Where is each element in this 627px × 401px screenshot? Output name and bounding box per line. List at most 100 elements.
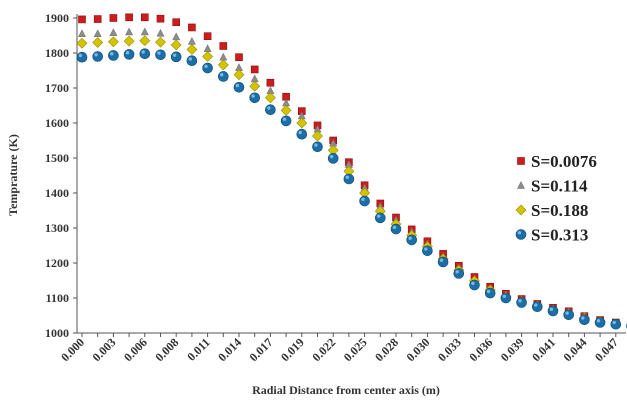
legend-marker-4-highlight xyxy=(517,231,522,235)
series-4-point-body xyxy=(343,173,355,185)
series-4-point-body xyxy=(406,234,418,246)
series-4-point-highlight xyxy=(596,319,601,323)
series-4-point-highlight xyxy=(471,281,475,286)
series-4-point xyxy=(312,141,323,153)
x-tick-label: 0.006 xyxy=(121,335,150,364)
series-4-point xyxy=(296,128,308,140)
x-tick-label: 0.022 xyxy=(309,335,338,364)
series-4-point xyxy=(265,104,276,115)
series-4-point-highlight xyxy=(392,225,397,230)
x-tick-label: 0.041 xyxy=(529,335,558,364)
series-2-point xyxy=(187,36,196,45)
series-2-point xyxy=(77,29,87,37)
y-tick-label: 1400 xyxy=(45,186,69,200)
series-4-point xyxy=(469,279,480,291)
series-4-point-body xyxy=(594,317,606,328)
series-4-point-highlight xyxy=(439,258,444,262)
y-tick-label: 1000 xyxy=(45,326,69,340)
series-4-point xyxy=(92,51,103,62)
x-tick-label: 0.047 xyxy=(592,335,621,364)
series-4-point xyxy=(579,314,590,326)
legend-marker-4-body xyxy=(515,229,527,240)
series-4-point-body xyxy=(390,223,402,235)
series-4-point-body xyxy=(249,92,260,104)
series-3-point xyxy=(186,44,198,55)
series-4-point-body xyxy=(610,318,622,330)
series-4-point-body xyxy=(359,195,370,207)
series-4-point xyxy=(437,256,449,268)
legend-label-4: S=0.313 xyxy=(531,226,588,245)
series-4-point-highlight xyxy=(424,247,428,251)
series-1-point xyxy=(235,53,243,62)
y-tick-label: 1100 xyxy=(46,291,69,305)
series-2-point xyxy=(203,44,212,53)
series-4-point-highlight xyxy=(486,289,491,294)
series-4-point-body xyxy=(139,48,151,60)
series-4-point xyxy=(327,153,339,164)
series-3-point xyxy=(155,36,166,48)
series-3-point xyxy=(233,69,245,81)
series-4-point xyxy=(233,82,245,93)
legend-marker-4 xyxy=(515,229,527,240)
series-4-point-body xyxy=(202,62,213,74)
series-1-point xyxy=(125,13,133,22)
series-4-point-highlight xyxy=(581,316,585,320)
series-1-point xyxy=(78,15,86,24)
series-4-point-body xyxy=(312,141,323,153)
series-3-point xyxy=(92,37,104,48)
legend-marker-2 xyxy=(516,180,526,189)
series-4-point xyxy=(155,49,166,61)
series-1-point xyxy=(93,15,102,23)
series-4-point-body xyxy=(265,104,276,115)
series-4-point-body xyxy=(155,49,166,61)
series-4-point-highlight xyxy=(298,130,302,135)
y-tick-label: 1600 xyxy=(45,116,69,130)
series-4-point-highlight xyxy=(377,214,381,218)
series-4-point-highlight xyxy=(78,53,83,58)
x-tick-label: 0.025 xyxy=(341,335,370,364)
series-4-point xyxy=(484,287,496,299)
series-4-point xyxy=(186,55,198,67)
series-4-point-body xyxy=(422,245,433,257)
series-4 xyxy=(76,48,627,330)
series-4-point xyxy=(422,245,433,257)
series-3-point xyxy=(280,104,292,116)
x-tick-label: 0.019 xyxy=(278,335,307,364)
series-4-point-highlight xyxy=(549,307,554,311)
axes: 1000 1100 1200 1300 1400 1500 1600 1700 1800 1900… xyxy=(45,11,626,364)
x-tick-label: 0.014 xyxy=(215,335,244,364)
series-4-point-highlight xyxy=(314,143,318,147)
series-1-point xyxy=(219,42,228,50)
series-4-point-body xyxy=(186,55,198,67)
series-4-point-highlight xyxy=(204,64,208,69)
series-2-point xyxy=(172,32,181,41)
series-4-point xyxy=(516,297,527,308)
series-4-point-highlight xyxy=(329,154,334,159)
series-2-point xyxy=(125,27,134,36)
series-3-point xyxy=(249,80,261,92)
series-3-point xyxy=(123,35,135,47)
series-4-point-highlight xyxy=(534,303,538,307)
series-4-point xyxy=(249,92,260,104)
series-4-point-body xyxy=(453,268,465,279)
series-4-point-body xyxy=(280,115,292,127)
series-1-point xyxy=(172,18,180,27)
series-4-point-body xyxy=(531,301,543,313)
series-1-point xyxy=(250,65,259,74)
series-4-point-highlight xyxy=(172,53,177,57)
series-4-point-highlight xyxy=(408,236,412,240)
series-4-point xyxy=(406,234,418,246)
y-tick-label: 1200 xyxy=(45,256,69,270)
y-tick-label: 1300 xyxy=(45,221,69,235)
series-4-point-body xyxy=(327,153,339,164)
y-tick-label: 1500 xyxy=(45,151,69,165)
series-4-point xyxy=(374,212,386,224)
series-4-point-body xyxy=(484,287,496,299)
series-4-point-highlight xyxy=(502,294,506,298)
series-4-point-highlight xyxy=(518,299,522,303)
series-4-point-highlight xyxy=(267,106,271,110)
legend: S=0.0076 S=0.114 S=0.188 S=0.313 xyxy=(515,152,597,245)
series-1-point xyxy=(109,14,118,22)
x-tick-label: 0.017 xyxy=(247,335,276,364)
